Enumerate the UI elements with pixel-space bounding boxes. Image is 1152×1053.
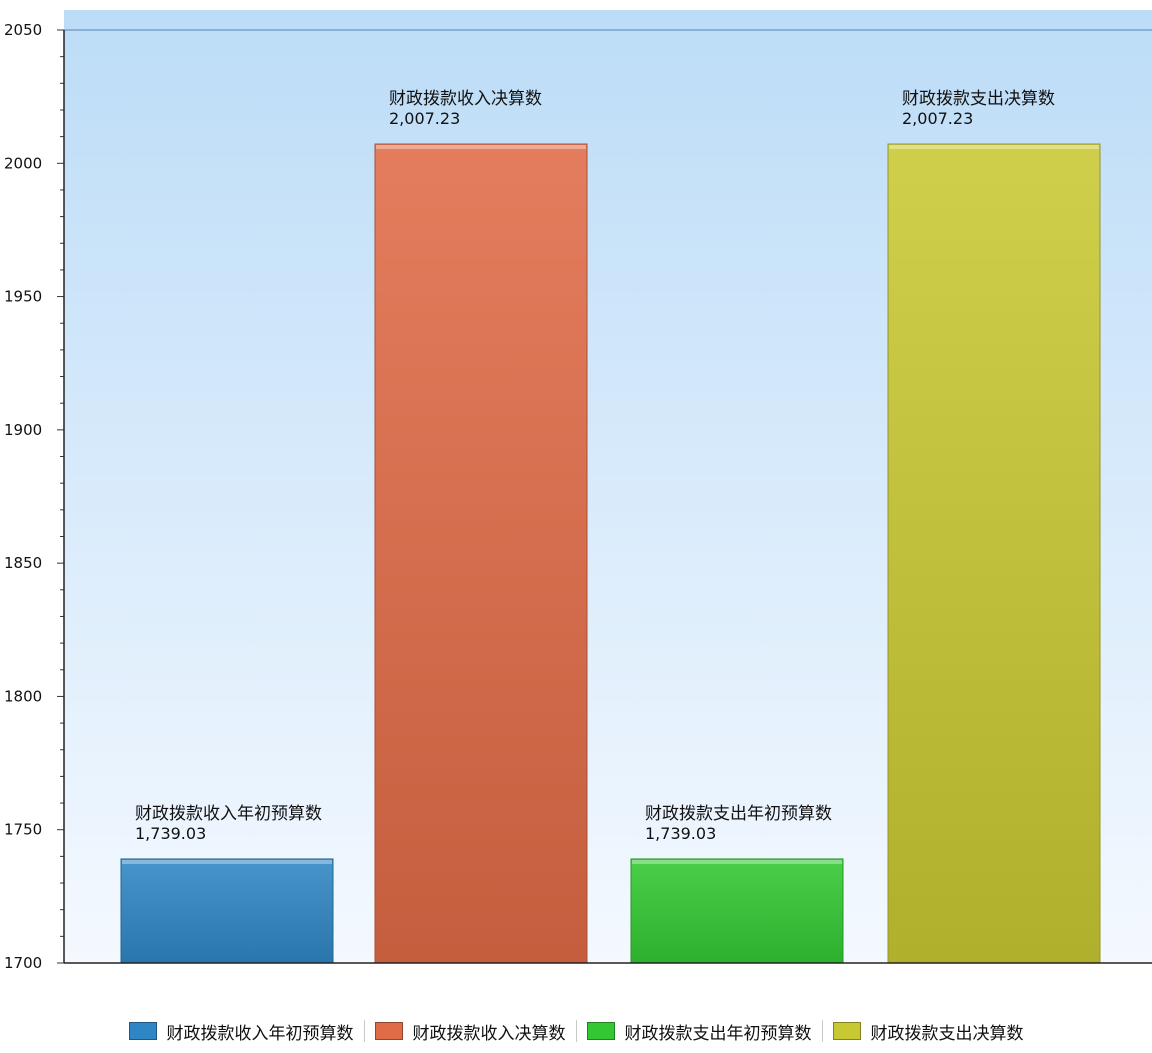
bar-category-label: 财政拨款支出决算数: [902, 89, 1055, 109]
legend-item[interactable]: 财政拨款收入决算数: [365, 1019, 576, 1044]
bar-value-label: 1,739.03: [135, 824, 206, 843]
bar-highlight: [889, 145, 1099, 150]
bar-highlight: [376, 145, 586, 150]
bar[interactable]: [630, 858, 844, 964]
y-tick-label: 2050: [4, 21, 42, 39]
legend-swatch: [374, 1022, 403, 1040]
y-tick-label: 1800: [4, 687, 42, 705]
bar-category-label: 财政拨款支出年初预算数: [645, 804, 832, 824]
legend-item[interactable]: 财政拨款支出年初预算数: [577, 1019, 822, 1044]
legend: 财政拨款收入年初预算数 财政拨款收入决算数 财政拨款支出年初预算数 财政拨款支出…: [0, 1018, 1152, 1044]
bar-highlight: [632, 859, 842, 864]
legend-divider: [821, 1020, 823, 1042]
bar[interactable]: [374, 143, 588, 964]
bar[interactable]: [887, 143, 1101, 964]
legend-swatch: [128, 1022, 157, 1040]
bar-highlight: [122, 859, 332, 864]
legend-label: 财政拨款收入决算数: [412, 1023, 566, 1044]
legend-divider: [363, 1020, 365, 1042]
legend-divider: [575, 1020, 577, 1042]
bar-category-label: 财政拨款收入年初预算数: [135, 804, 322, 824]
legend-swatch: [832, 1022, 861, 1040]
bar-category-label: 财政拨款收入决算数: [389, 89, 542, 109]
legend-label: 财政拨款支出决算数: [870, 1023, 1024, 1044]
y-tick-label: 1750: [4, 821, 42, 839]
legend-swatch: [586, 1022, 615, 1040]
bar-value-label: 2,007.23: [389, 109, 460, 128]
bar-value-label: 2,007.23: [902, 109, 973, 128]
y-tick-label: 1700: [4, 954, 42, 972]
y-tick-label: 1900: [4, 421, 42, 439]
legend-label: 财政拨款收入年初预算数: [166, 1023, 354, 1044]
legend-item[interactable]: 财政拨款支出决算数: [823, 1019, 1034, 1044]
legend-label: 财政拨款支出年初预算数: [624, 1023, 812, 1044]
bar-value-label: 1,739.03: [645, 824, 716, 843]
bar[interactable]: [120, 858, 334, 964]
y-tick-label: 1850: [4, 554, 42, 572]
y-tick-label: 1950: [4, 288, 42, 306]
legend-item[interactable]: 财政拨款收入年初预算数: [119, 1019, 364, 1044]
bar-chart: 1700 1750 1800 1850 1900 1950 2000 2050 财政拨款收入年…: [4, 10, 1152, 972]
y-tick-label: 2000: [4, 154, 42, 172]
